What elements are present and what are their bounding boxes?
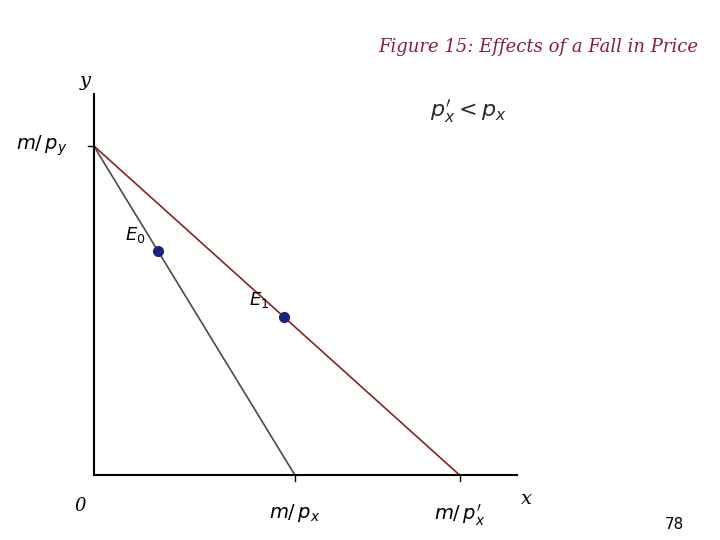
Text: $m/\,p_y$: $m/\,p_y$ <box>17 133 68 158</box>
Text: $E_0$: $E_0$ <box>125 225 145 245</box>
Text: x: x <box>521 490 532 508</box>
Text: $E_1$: $E_1$ <box>249 291 269 310</box>
Text: 0: 0 <box>75 497 86 515</box>
Text: Figure 15: Effects of a Fall in Price: Figure 15: Effects of a Fall in Price <box>379 38 698 56</box>
Text: $m/\,p_x$: $m/\,p_x$ <box>269 502 320 524</box>
Text: 78: 78 <box>665 517 684 532</box>
Text: y: y <box>79 72 91 90</box>
Text: $p_x^{\prime} < p_x$: $p_x^{\prime} < p_x$ <box>430 97 506 125</box>
Text: $m/\,p_x^{\prime}$: $m/\,p_x^{\prime}$ <box>434 502 485 528</box>
